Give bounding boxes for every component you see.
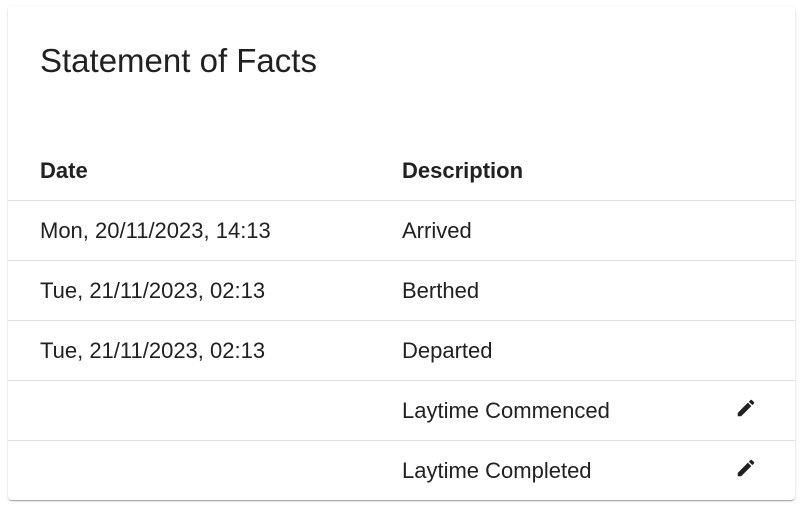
row-date: Mon, 20/11/2023, 14:13 [8,200,370,261]
row-actions [735,441,795,501]
row-actions [735,380,795,441]
row-date: Tue, 21/11/2023, 02:13 [8,320,370,381]
row-actions [735,260,795,321]
row-date [8,380,370,441]
row-date: Tue, 21/11/2023, 02:13 [8,260,370,321]
row-actions [735,200,795,261]
row-description: Departed [370,320,735,381]
facts-table: Date Description Mon, 20/11/2023, 14:13 A… [8,141,795,500]
statement-of-facts-card: Statement of Facts Date Description Mon,… [8,6,795,500]
pencil-icon[interactable] [735,457,757,479]
row-description: Berthed [370,260,735,321]
column-header-actions [735,141,795,201]
table-row: Tue, 21/11/2023, 02:13 Departed [8,320,795,381]
table-row: Laytime Completed [8,441,795,501]
table-row: Tue, 21/11/2023, 02:13 Berthed [8,260,795,321]
column-header-date: Date [8,141,370,201]
column-header-description: Description [370,141,735,201]
row-description: Laytime Commenced [370,380,735,441]
row-description: Laytime Completed [402,457,592,483]
table-header-row: Date Description [8,141,795,201]
table-row: Laytime Commenced [8,380,795,441]
row-actions [735,320,795,381]
card-title: Statement of Facts [40,42,317,79]
row-description: Arrived [370,200,735,261]
row-date [8,441,370,501]
pencil-icon[interactable] [735,397,757,419]
table-row: Mon, 20/11/2023, 14:13 Arrived [8,200,795,261]
